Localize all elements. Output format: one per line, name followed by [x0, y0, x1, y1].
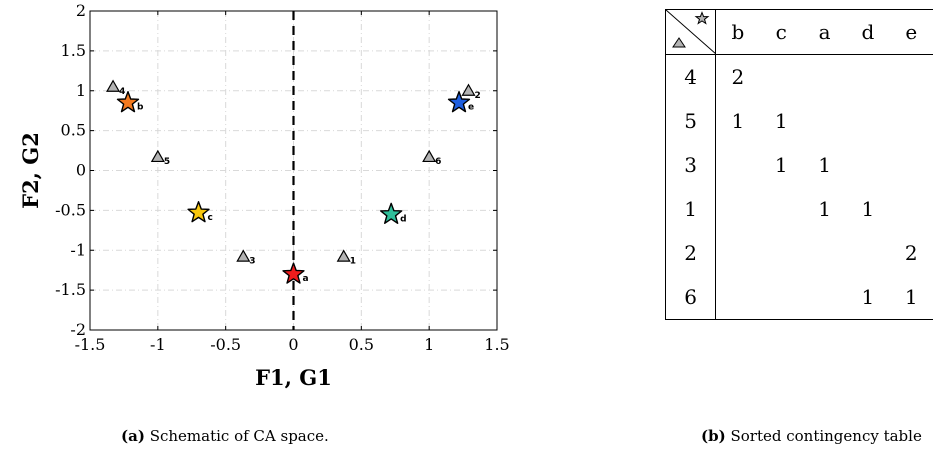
y-tick-label: 1 [76, 81, 86, 100]
table-cell [760, 55, 803, 100]
caption-b: (b) Sorted contingency table [701, 427, 922, 445]
star-label-d: d [400, 214, 406, 224]
star-icon [696, 13, 708, 24]
table-cell [716, 231, 760, 275]
table-cell [846, 231, 889, 275]
caption-a-text: Schematic of CA space. [150, 427, 329, 445]
table-cell: 1 [890, 275, 933, 320]
triangle-label-4: 4 [119, 87, 125, 97]
table-cell [716, 187, 760, 231]
table-cell [846, 99, 889, 143]
row-header: 3 [666, 143, 716, 187]
column-header: d [846, 10, 889, 55]
table-cell [846, 143, 889, 187]
star-label-a: a [303, 274, 309, 284]
table-cell: 1 [846, 275, 889, 320]
triangle-label-6: 6 [435, 157, 441, 167]
table-cell [803, 99, 846, 143]
caption-b-text: Sorted contingency table [730, 427, 921, 445]
star-label-c: c [208, 213, 213, 223]
table-cell [716, 143, 760, 187]
table-cell [846, 55, 889, 100]
x-tick-label: 0.5 [349, 335, 374, 354]
column-header: e [890, 10, 933, 55]
y-axis-label: F2, G2 [18, 132, 43, 209]
table-cell [890, 143, 933, 187]
star-label-b: b [137, 103, 144, 113]
table-corner [666, 10, 716, 55]
table-cell: 2 [890, 231, 933, 275]
x-axis-label: F1, G1 [255, 365, 332, 390]
row-header: 4 [666, 55, 716, 100]
table-cell: 1 [760, 99, 803, 143]
table-cell [890, 187, 933, 231]
table-cell: 1 [803, 143, 846, 187]
y-tick-label: 0 [76, 161, 86, 180]
table-cell [803, 55, 846, 100]
star-label-e: e [468, 103, 474, 113]
row-header: 2 [666, 231, 716, 275]
triangle-label-3: 3 [249, 257, 255, 267]
x-tick-label: -1 [150, 335, 166, 354]
column-header: c [760, 10, 803, 55]
triangle-icon [673, 38, 685, 47]
table-cell [890, 99, 933, 143]
column-header: b [716, 10, 760, 55]
triangle-label-2: 2 [475, 91, 481, 101]
table-cell [760, 231, 803, 275]
caption-b-tag: (b) [701, 427, 726, 445]
row-header: 5 [666, 99, 716, 143]
table-cell [760, 275, 803, 320]
table-cell: 1 [803, 187, 846, 231]
y-tick-label: 2 [76, 1, 86, 20]
x-tick-label: 1.5 [484, 335, 509, 354]
x-tick-label: 1 [424, 335, 434, 354]
table-cell [803, 231, 846, 275]
y-tick-label: -1.5 [55, 280, 86, 299]
x-tick-label: 0 [288, 335, 298, 354]
row-header: 1 [666, 187, 716, 231]
corner-diagonal-icon [666, 10, 716, 54]
table-cell: 1 [716, 99, 760, 143]
row-header: 6 [666, 275, 716, 320]
y-tick-label: -0.5 [55, 200, 86, 219]
caption-a-tag: (a) [121, 427, 145, 445]
table-cell [760, 187, 803, 231]
y-tick-label: -2 [70, 320, 86, 339]
caption-a: (a) Schematic of CA space. [121, 427, 329, 445]
y-tick-label: 0.5 [61, 121, 86, 140]
table-cell [890, 55, 933, 100]
triangle-label-5: 5 [164, 157, 170, 167]
column-header: a [803, 10, 846, 55]
triangle-label-1: 1 [350, 257, 356, 267]
x-tick-label: -0.5 [210, 335, 241, 354]
y-tick-label: -1 [70, 240, 86, 259]
ca-space-chart: -1.5 -1 -0.5 0 0.5 1 1.5-2-1.5-1-0.500.511.52F… [0, 0, 640, 420]
table-cell: 1 [760, 143, 803, 187]
table-cell: 1 [846, 187, 889, 231]
table-cell [716, 275, 760, 320]
table-cell: 2 [716, 55, 760, 100]
y-tick-label: 1.5 [61, 41, 86, 60]
table-cell [803, 275, 846, 320]
